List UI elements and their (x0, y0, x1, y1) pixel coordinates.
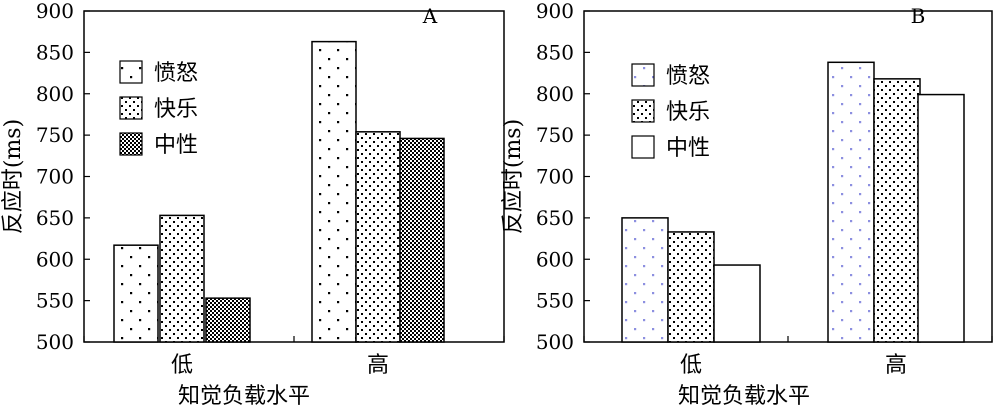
legend-label: 快乐 (666, 100, 710, 125)
y-tick-label: 500 (536, 330, 574, 354)
bar (311, 40, 357, 343)
bar (355, 131, 401, 343)
bar (159, 214, 205, 343)
x-category-label: 低 (171, 353, 193, 378)
bar (205, 297, 251, 343)
y-tick-label: 700 (536, 165, 574, 189)
legend-label: 快乐 (154, 97, 198, 122)
bar (917, 93, 965, 343)
x-category-label: 低 (680, 353, 702, 378)
x-axis-title: 知觉负载水平 (178, 384, 310, 409)
y-axis-title: 反应时(ms) (501, 119, 526, 234)
y-tick-label: 900 (536, 0, 574, 23)
x-category-label: 高 (885, 353, 907, 378)
y-tick-label: 800 (536, 82, 574, 106)
legend-swatch (119, 96, 143, 120)
y-tick-label: 650 (536, 206, 574, 230)
y-tick-label: 600 (536, 247, 574, 271)
y-tick-label: 500 (36, 330, 74, 354)
y-tick-label: 700 (36, 165, 74, 189)
panel-label: B (911, 4, 926, 28)
legend-swatch (631, 135, 655, 159)
y-tick-label: 800 (36, 82, 74, 106)
y-tick-label: 550 (536, 289, 574, 313)
y-tick-label: 900 (36, 0, 74, 23)
x-axis-title: 知觉负载水平 (678, 384, 810, 409)
legend-label: 中性 (666, 136, 710, 161)
y-tick-label: 850 (536, 40, 574, 64)
y-axis-title: 反应时(ms) (1, 119, 26, 234)
y-tick-label: 750 (536, 123, 574, 147)
y-tick-label: 850 (36, 40, 74, 64)
legend-swatch (119, 132, 143, 156)
x-category-label: 高 (367, 353, 389, 378)
bar (399, 137, 445, 343)
y-tick-label: 750 (36, 123, 74, 147)
legend-swatch (119, 60, 143, 84)
panel-label: A (422, 4, 438, 28)
y-tick-label: 550 (36, 289, 74, 313)
bar (113, 244, 159, 343)
bar (667, 231, 715, 343)
legend-swatch (631, 99, 655, 123)
bar (713, 264, 761, 343)
legend-swatch (631, 63, 655, 87)
bar (827, 61, 875, 343)
y-tick-label: 650 (36, 206, 74, 230)
y-tick-label: 600 (36, 247, 74, 271)
bar (873, 78, 921, 343)
legend-label: 中性 (154, 133, 198, 158)
legend-label: 愤怒 (154, 61, 198, 86)
legend-label: 愤怒 (666, 64, 710, 89)
bar (621, 217, 669, 343)
